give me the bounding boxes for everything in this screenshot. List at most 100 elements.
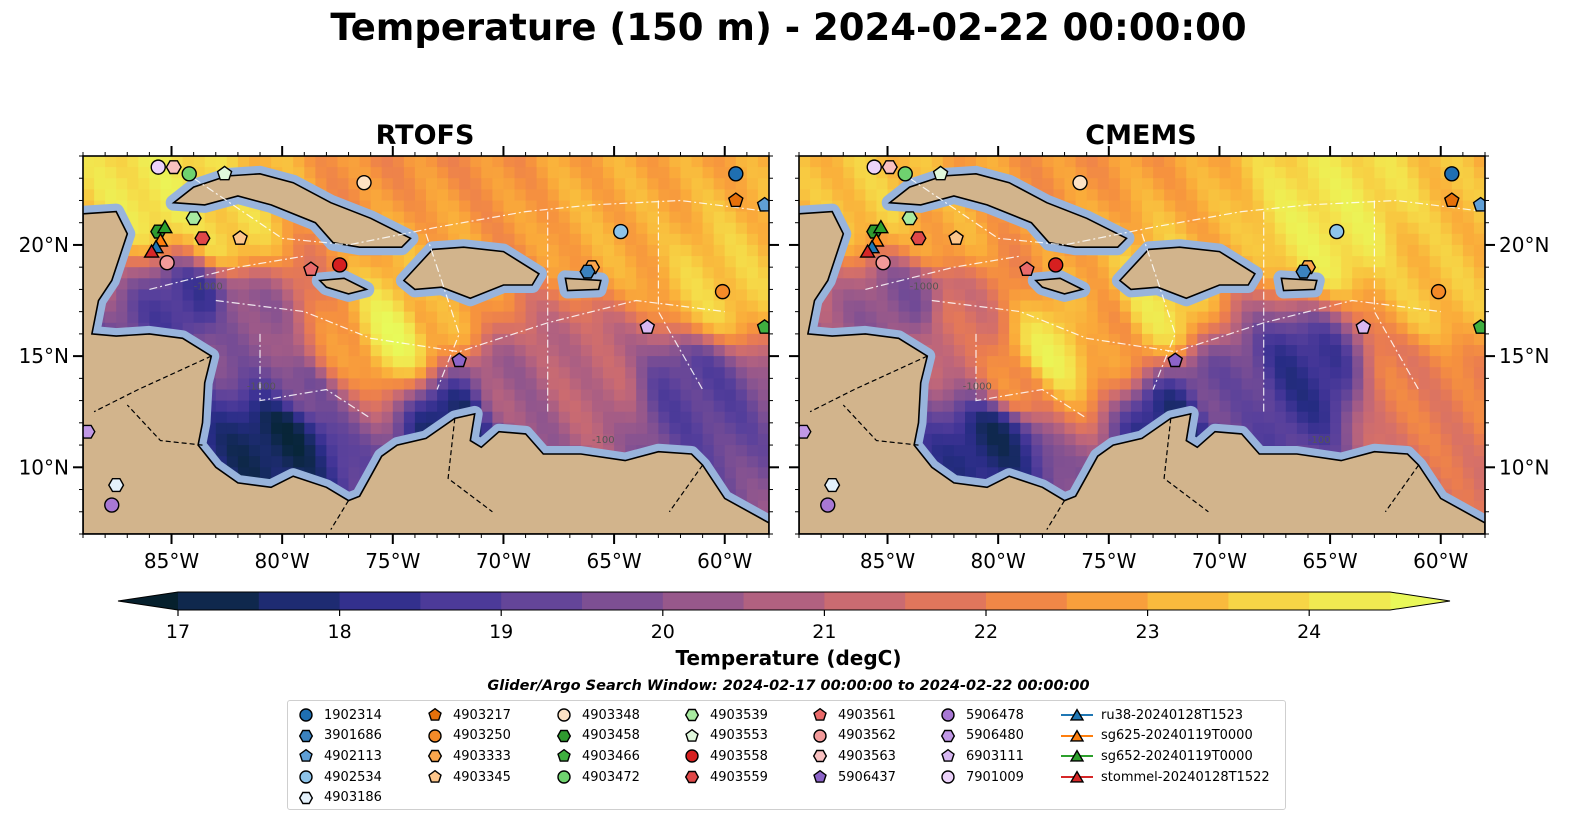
legend-marker-shape bbox=[1069, 749, 1085, 763]
legend-label: 4903472 bbox=[582, 769, 640, 785]
legend-entry: 4903466 bbox=[554, 746, 640, 767]
legend-marker-shape bbox=[940, 729, 956, 743]
legend-entry: 4903553 bbox=[682, 726, 768, 747]
legend-marker-shape bbox=[812, 750, 828, 763]
platform-marker bbox=[910, 231, 927, 246]
platform-marker bbox=[143, 243, 160, 258]
legend-marker-icon bbox=[428, 729, 442, 743]
platform-marker bbox=[150, 159, 166, 175]
legend-marker-shape bbox=[1069, 729, 1085, 742]
legend: 1902314 3901686 4902113 4902534 4903186 49032… bbox=[287, 700, 1286, 810]
legend-marker-icon bbox=[557, 749, 571, 763]
lon-tick-label: 85°W bbox=[860, 549, 915, 573]
legend-marker-icon bbox=[940, 729, 956, 743]
legend-label: stommel-20240128T1522 bbox=[1101, 769, 1270, 785]
colorbar-tick-label: 23 bbox=[1136, 621, 1160, 643]
legend-entry: 4903559 bbox=[682, 767, 768, 788]
platform-marker bbox=[639, 319, 656, 334]
colorbar-tick-label: 21 bbox=[812, 621, 836, 643]
colorbar-tick-label: 19 bbox=[489, 621, 513, 643]
contour-label: -1000 bbox=[963, 381, 992, 392]
legend-marker-shape bbox=[684, 709, 700, 722]
legend-marker-icon bbox=[813, 708, 827, 722]
legend-label: ru38-20240128T1523 bbox=[1101, 707, 1244, 723]
platform-marker bbox=[232, 230, 248, 245]
platform-marker bbox=[897, 166, 913, 182]
legend-marker-icon bbox=[299, 749, 313, 763]
legend-marker-icon bbox=[685, 728, 699, 742]
legend-marker-icon bbox=[1061, 749, 1093, 763]
legend-column: 4903348 4903458 4903466 4903472 bbox=[554, 705, 640, 787]
legend-entry: 4903458 bbox=[554, 726, 640, 747]
legend-marker-shape bbox=[941, 708, 955, 722]
panel-title-cmems: CMEMS bbox=[1085, 120, 1197, 151]
legend-marker-shape bbox=[813, 708, 827, 722]
legend-entry: 5906478 bbox=[938, 705, 1024, 726]
legend-entry: 4902113 bbox=[296, 746, 382, 767]
platform-marker bbox=[356, 174, 372, 191]
legend-marker-shape bbox=[684, 770, 700, 784]
legend-entry: 4903345 bbox=[425, 767, 511, 788]
temperature-field: -100 -1000 -1000 bbox=[799, 156, 1485, 534]
legend-column: 4903539 4903553 4903558 4903559 bbox=[682, 705, 768, 787]
legend-entry: 7901009 bbox=[938, 767, 1024, 788]
legend-marker-icon bbox=[556, 729, 572, 743]
platform-marker bbox=[875, 255, 891, 271]
landmass bbox=[402, 246, 540, 300]
colorbar-tick-label: 17 bbox=[166, 621, 190, 643]
legend-marker-icon bbox=[1061, 729, 1093, 742]
lon-tick-label: 85°W bbox=[144, 549, 199, 573]
legend-marker-icon bbox=[299, 708, 313, 722]
legend-entry: 4903250 bbox=[425, 726, 511, 747]
platform-marker bbox=[1430, 283, 1447, 300]
legend-label: 4902534 bbox=[324, 769, 382, 785]
map-panels: -100 -1000 -1000 85°W 80°W 75°W 70°W 65°W 60°W 10… bbox=[19, 146, 1549, 573]
legend-marker-shape bbox=[557, 749, 571, 763]
lat-tick-label: 15°N bbox=[1499, 344, 1549, 368]
legend-label: 1902314 bbox=[324, 707, 382, 723]
legend-column: 4903561 4903562 4903563 5906437 bbox=[810, 705, 896, 787]
legend-entry: 4903186 bbox=[296, 787, 382, 808]
lon-tick-label: 80°W bbox=[255, 549, 310, 573]
legend-entry: 4903348 bbox=[554, 705, 640, 726]
legend-marker-shape bbox=[299, 708, 313, 722]
landmass bbox=[318, 277, 369, 295]
legend-label: 4903466 bbox=[582, 748, 640, 764]
map-frame bbox=[798, 155, 1486, 535]
lon-tick-label: 75°W bbox=[1081, 549, 1136, 573]
legend-marker-shape bbox=[428, 708, 442, 722]
colorbar-tick-label: 18 bbox=[328, 621, 352, 643]
legend-marker-icon bbox=[813, 769, 827, 783]
legend-marker-shape bbox=[941, 749, 955, 763]
platform-marker bbox=[107, 478, 125, 493]
lat-tick-label: 10°N bbox=[19, 455, 69, 479]
platform-marker bbox=[1443, 192, 1460, 208]
legend-label: 4902113 bbox=[324, 748, 382, 764]
legend-label: sg652-20240119T0000 bbox=[1101, 748, 1253, 764]
colorbar-tick-label: 22 bbox=[974, 621, 998, 643]
platform-marker bbox=[823, 478, 841, 493]
platform-marker bbox=[451, 352, 468, 368]
legend-entry: ru38-20240128T1523 bbox=[1061, 705, 1270, 726]
legend-label: 4903553 bbox=[710, 728, 768, 744]
platform-marker bbox=[185, 211, 202, 226]
legend-marker-icon bbox=[299, 770, 313, 784]
legend-label: sg625-20240119T0000 bbox=[1101, 728, 1253, 744]
map-panel-cmems: -100 -1000 -1000 85°W 80°W 75°W 70°W 65°W 60°W 10… bbox=[789, 146, 1549, 573]
platform-marker bbox=[901, 211, 918, 226]
legend-entry: sg652-20240119T0000 bbox=[1061, 746, 1270, 767]
platform-marker bbox=[728, 166, 744, 182]
platform-marker bbox=[727, 192, 744, 208]
legend-label: 4903250 bbox=[453, 728, 511, 744]
platform-marker bbox=[1295, 264, 1312, 279]
legend-column: 1902314 3901686 4902113 4902534 4903186 bbox=[296, 705, 382, 808]
landmass bbox=[1280, 277, 1318, 292]
legend-marker-shape bbox=[298, 729, 314, 743]
platform-marker bbox=[216, 165, 233, 181]
legend-entry: 4903472 bbox=[554, 767, 640, 788]
lon-tick-label: 80°W bbox=[971, 549, 1026, 573]
landmass bbox=[171, 172, 412, 248]
legend-label: 5906437 bbox=[838, 769, 896, 785]
platform-marker bbox=[1019, 261, 1035, 276]
platform-marker bbox=[303, 261, 319, 276]
